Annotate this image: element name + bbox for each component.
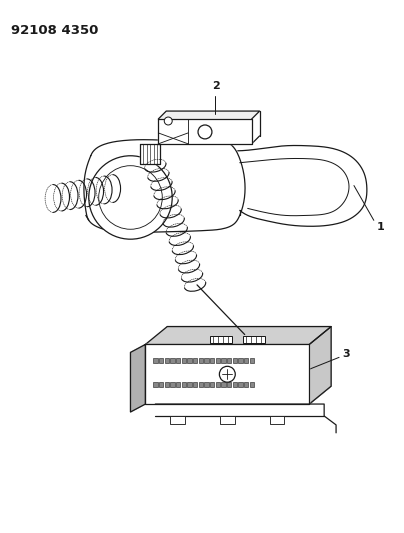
Bar bbox=[170, 416, 185, 424]
Bar bbox=[193, 358, 198, 364]
Polygon shape bbox=[130, 344, 145, 412]
Bar bbox=[176, 358, 181, 364]
Bar bbox=[238, 358, 243, 364]
Circle shape bbox=[99, 166, 162, 229]
Bar bbox=[221, 382, 226, 387]
Bar bbox=[199, 382, 203, 387]
Polygon shape bbox=[158, 119, 252, 144]
Polygon shape bbox=[84, 140, 245, 232]
Bar bbox=[210, 335, 232, 343]
Bar bbox=[204, 358, 209, 364]
Polygon shape bbox=[158, 111, 260, 119]
Text: 1: 1 bbox=[377, 222, 385, 232]
Bar bbox=[165, 382, 169, 387]
Text: 92108 4350: 92108 4350 bbox=[11, 23, 99, 37]
Bar bbox=[250, 358, 254, 364]
Bar bbox=[170, 382, 175, 387]
Bar bbox=[176, 382, 181, 387]
Bar bbox=[220, 416, 235, 424]
Text: 3: 3 bbox=[342, 350, 349, 359]
Bar bbox=[244, 358, 248, 364]
Bar bbox=[243, 335, 265, 343]
Bar bbox=[159, 358, 164, 364]
Circle shape bbox=[198, 125, 212, 139]
Bar bbox=[165, 358, 169, 364]
Bar bbox=[244, 382, 248, 387]
Bar bbox=[238, 382, 243, 387]
Text: 2: 2 bbox=[212, 81, 220, 91]
Polygon shape bbox=[141, 144, 160, 164]
Bar bbox=[210, 382, 215, 387]
Polygon shape bbox=[309, 327, 331, 404]
Bar bbox=[233, 358, 237, 364]
Polygon shape bbox=[145, 327, 331, 344]
Bar bbox=[199, 358, 203, 364]
Bar bbox=[221, 358, 226, 364]
Polygon shape bbox=[167, 327, 331, 404]
Bar bbox=[182, 382, 186, 387]
Bar bbox=[170, 358, 175, 364]
Bar bbox=[187, 358, 192, 364]
Polygon shape bbox=[145, 344, 309, 404]
Bar bbox=[154, 358, 158, 364]
Polygon shape bbox=[238, 146, 367, 227]
Bar bbox=[227, 382, 231, 387]
Bar bbox=[227, 358, 231, 364]
Bar bbox=[187, 382, 192, 387]
Bar bbox=[193, 382, 198, 387]
Bar bbox=[269, 416, 284, 424]
Circle shape bbox=[164, 117, 172, 125]
Bar bbox=[233, 382, 237, 387]
Bar bbox=[154, 382, 158, 387]
Bar bbox=[210, 358, 215, 364]
Bar bbox=[216, 358, 220, 364]
Bar bbox=[216, 382, 220, 387]
Bar bbox=[159, 382, 164, 387]
Bar bbox=[182, 358, 186, 364]
Bar bbox=[250, 382, 254, 387]
Bar bbox=[204, 382, 209, 387]
Circle shape bbox=[219, 366, 235, 382]
Circle shape bbox=[89, 156, 172, 239]
